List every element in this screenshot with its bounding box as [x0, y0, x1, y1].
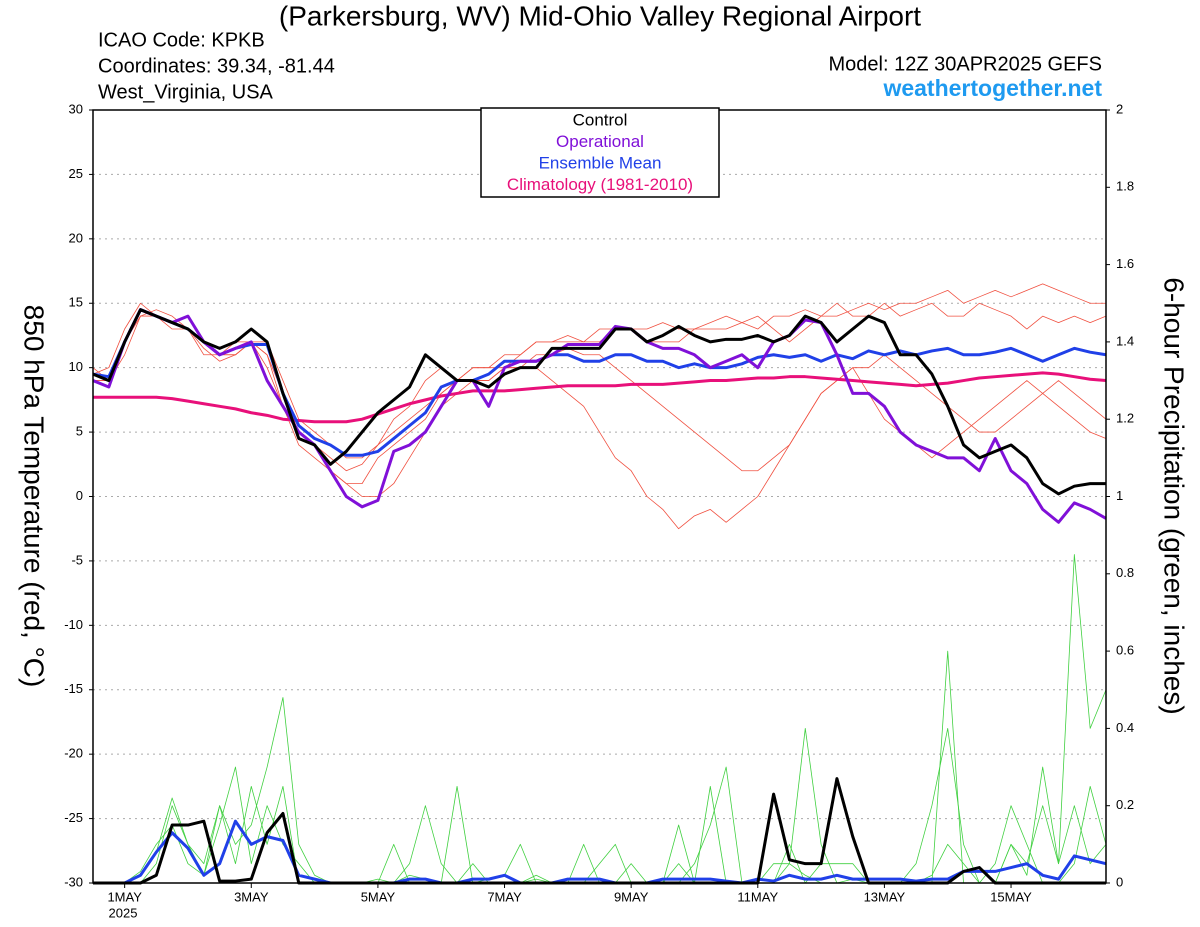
y-tick-label: -5: [71, 552, 83, 567]
y-tick-label: -25: [64, 810, 83, 825]
y2-tick-label: 1: [1116, 488, 1123, 503]
temp-line: [93, 371, 1107, 424]
y2-tick-label: 1.2: [1116, 411, 1134, 426]
y2-tick-label: 0.4: [1116, 720, 1134, 735]
model: Model: 12Z 30APR2025 GEFS: [829, 53, 1102, 75]
legend-box: [480, 107, 720, 198]
legend-entry: Control: [573, 110, 628, 129]
y-tick-label: 20: [69, 230, 83, 245]
chart-title: (Parkersburg, WV) Mid-Ohio Valley Region…: [279, 0, 921, 31]
x-tick-label: 1MAY: [107, 889, 142, 904]
y-axis-label: 850 hPa Temperature (red, °C): [19, 305, 50, 688]
y-tick-label: 25: [69, 166, 83, 181]
y2-tick-label: 1.4: [1116, 333, 1134, 348]
y-tick-label: -10: [64, 617, 83, 632]
location: West_Virginia, USA: [98, 81, 274, 103]
x-tick-label: 11MAY: [737, 889, 778, 904]
x-tick-label: 15MAY: [990, 889, 1032, 904]
precip-line: [93, 777, 1106, 885]
x-tick-label: 7MAY: [487, 889, 522, 904]
icao: ICAO Code: KPKB: [98, 29, 265, 51]
precip-member-line: [93, 697, 1107, 884]
x-tick-label: 9MAY: [614, 889, 649, 904]
y2-tick-label: 1.6: [1116, 256, 1134, 271]
legend-entry: Climatology (1981-2010): [507, 175, 693, 194]
y-tick-label: 30: [69, 101, 83, 116]
y-tick-label: 5: [76, 424, 83, 439]
temp-line: [92, 308, 1107, 457]
y2-tick-label: 0.2: [1116, 797, 1134, 812]
x-tick-label: 5MAY: [361, 889, 396, 904]
y-tick-label: 15: [69, 295, 83, 310]
source: weathertogether.net: [882, 75, 1102, 101]
temp-member-line: [93, 302, 1107, 459]
y-tick-label: 0: [76, 488, 83, 503]
coordinates: Coordinates: 39.34, -81.44: [98, 55, 335, 77]
y2-tick-label: 1.8: [1116, 179, 1134, 194]
temp-member-line: [92, 283, 1106, 472]
y2-tick-label: 0: [1116, 874, 1123, 889]
temp-line: [92, 308, 1107, 524]
y2-tick-label: 0.8: [1116, 565, 1134, 580]
y2-tick-label: 0.6: [1116, 643, 1134, 658]
y-tick-label: 10: [69, 359, 83, 374]
y2-axis-label: 6-hour Precipitation (green, inches): [1159, 277, 1190, 714]
x-tick-label: 13MAY: [864, 889, 906, 904]
y-tick-label: -30: [64, 874, 83, 889]
precip-member-line: [93, 650, 1107, 884]
precip-line: [93, 819, 1107, 885]
temp-line: [92, 308, 1106, 496]
y2-tick-label: 2: [1116, 101, 1123, 116]
x-tick-label: 3MAY: [234, 889, 269, 904]
y-tick-label: -20: [64, 746, 83, 761]
y-tick-label: -15: [64, 681, 83, 696]
legend-entry: Operational: [556, 132, 644, 151]
x-year-label: 2025: [109, 905, 138, 920]
legend-entry: Ensemble Mean: [539, 153, 662, 172]
